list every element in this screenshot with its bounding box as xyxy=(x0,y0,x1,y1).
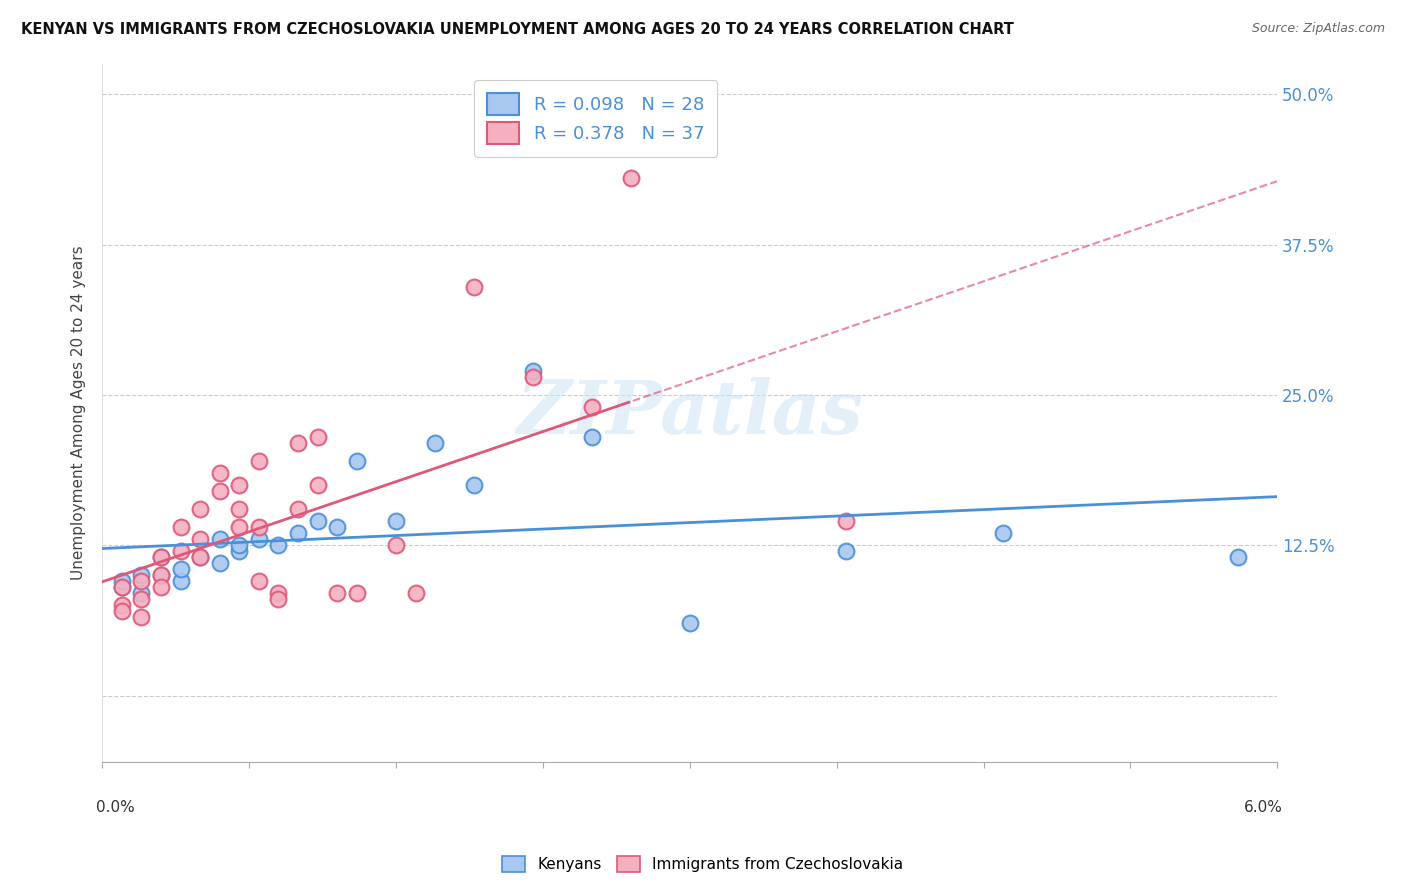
Point xyxy=(307,478,329,492)
Point xyxy=(991,526,1014,541)
Point xyxy=(208,556,231,570)
Point xyxy=(111,604,134,618)
Point xyxy=(620,171,643,186)
Point xyxy=(346,586,368,600)
Text: 6.0%: 6.0% xyxy=(1244,800,1284,815)
Point xyxy=(228,478,250,492)
Text: Source: ZipAtlas.com: Source: ZipAtlas.com xyxy=(1251,22,1385,36)
Point xyxy=(287,436,309,450)
Point xyxy=(131,610,153,624)
Point xyxy=(149,568,172,582)
Point xyxy=(149,550,172,565)
Point xyxy=(188,502,211,516)
Point xyxy=(522,369,544,384)
Point xyxy=(228,538,250,552)
Point xyxy=(463,478,485,492)
Point xyxy=(267,586,290,600)
Point xyxy=(835,544,858,558)
Point xyxy=(326,586,349,600)
Point xyxy=(228,544,250,558)
Point xyxy=(111,599,134,613)
Point xyxy=(307,430,329,444)
Y-axis label: Unemployment Among Ages 20 to 24 years: Unemployment Among Ages 20 to 24 years xyxy=(72,245,86,580)
Point xyxy=(188,550,211,565)
Legend: Kenyans, Immigrants from Czechoslovakia: Kenyans, Immigrants from Czechoslovakia xyxy=(495,848,911,880)
Point xyxy=(1227,550,1250,565)
Point xyxy=(287,502,309,516)
Point xyxy=(835,514,858,528)
Text: 0.0%: 0.0% xyxy=(97,800,135,815)
Point xyxy=(131,592,153,607)
Point xyxy=(149,580,172,594)
Point xyxy=(149,550,172,565)
Point xyxy=(247,520,270,534)
Point xyxy=(287,526,309,541)
Point xyxy=(228,520,250,534)
Point xyxy=(169,562,191,576)
Point xyxy=(581,430,603,444)
Point xyxy=(111,580,134,594)
Point xyxy=(169,544,191,558)
Point xyxy=(581,400,603,414)
Legend: R = 0.098   N = 28, R = 0.378   N = 37: R = 0.098 N = 28, R = 0.378 N = 37 xyxy=(474,80,717,157)
Text: ZIPatlas: ZIPatlas xyxy=(516,376,863,450)
Point xyxy=(346,454,368,468)
Point xyxy=(169,520,191,534)
Point xyxy=(247,533,270,547)
Point xyxy=(307,514,329,528)
Point xyxy=(169,574,191,589)
Point xyxy=(267,538,290,552)
Point xyxy=(247,574,270,589)
Point xyxy=(228,502,250,516)
Text: KENYAN VS IMMIGRANTS FROM CZECHOSLOVAKIA UNEMPLOYMENT AMONG AGES 20 TO 24 YEARS : KENYAN VS IMMIGRANTS FROM CZECHOSLOVAKIA… xyxy=(21,22,1014,37)
Point xyxy=(131,586,153,600)
Point xyxy=(522,364,544,378)
Point xyxy=(463,279,485,293)
Point xyxy=(188,550,211,565)
Point xyxy=(188,533,211,547)
Point xyxy=(385,538,408,552)
Point xyxy=(208,466,231,480)
Point xyxy=(405,586,427,600)
Point xyxy=(247,454,270,468)
Point xyxy=(267,592,290,607)
Point xyxy=(111,580,134,594)
Point xyxy=(208,533,231,547)
Point xyxy=(326,520,349,534)
Point xyxy=(208,484,231,499)
Point xyxy=(111,574,134,589)
Point xyxy=(131,574,153,589)
Point xyxy=(131,568,153,582)
Point xyxy=(679,616,702,631)
Point xyxy=(423,436,446,450)
Point xyxy=(149,568,172,582)
Point xyxy=(385,514,408,528)
